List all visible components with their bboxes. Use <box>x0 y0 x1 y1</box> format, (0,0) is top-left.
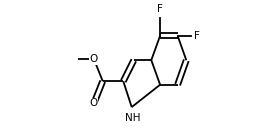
Text: NH: NH <box>125 113 140 123</box>
Text: F: F <box>157 4 163 14</box>
Text: F: F <box>194 31 200 41</box>
Text: O: O <box>89 54 97 64</box>
Text: O: O <box>89 98 97 108</box>
